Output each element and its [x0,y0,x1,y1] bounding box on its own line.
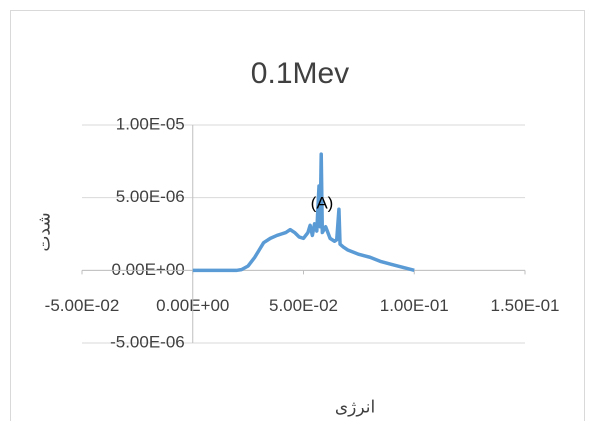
x-tick-label: 1.50E-01 [491,296,560,315]
x-tick-label: 5.00E-02 [269,296,338,315]
chart-title: 0.1Mev [251,57,349,90]
x-tick-label: -5.00E-02 [45,296,120,315]
data-line [192,152,415,273]
x-tick-label: 1.00E-01 [380,296,449,315]
y-axis-title: شدت [34,212,53,251]
annotation: (A) [311,193,334,212]
x-axis-title: انرژی [335,397,375,417]
chart-border [10,10,585,421]
y-tick-label: 1.00E-05 [116,114,185,133]
y-tick-label: -5.00E-06 [110,332,185,351]
y-tick-label: 5.00E-06 [116,187,185,206]
y-tick-label: 0.00E+00 [111,260,184,279]
